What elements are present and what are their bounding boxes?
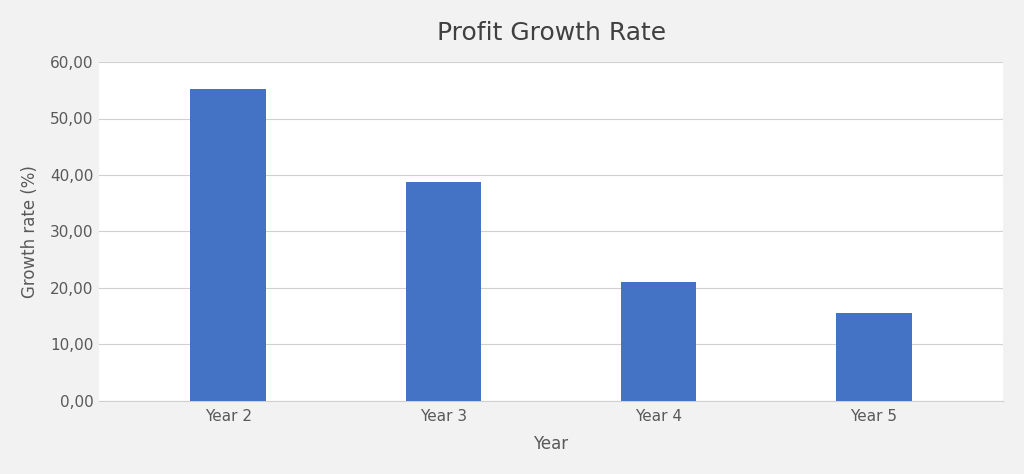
Y-axis label: Growth rate (%): Growth rate (%) bbox=[20, 165, 39, 298]
Bar bbox=[621, 282, 696, 401]
Bar bbox=[406, 182, 481, 401]
Bar bbox=[837, 313, 911, 401]
Title: Profit Growth Rate: Profit Growth Rate bbox=[436, 21, 666, 45]
Bar bbox=[190, 89, 266, 401]
X-axis label: Year: Year bbox=[534, 435, 568, 453]
